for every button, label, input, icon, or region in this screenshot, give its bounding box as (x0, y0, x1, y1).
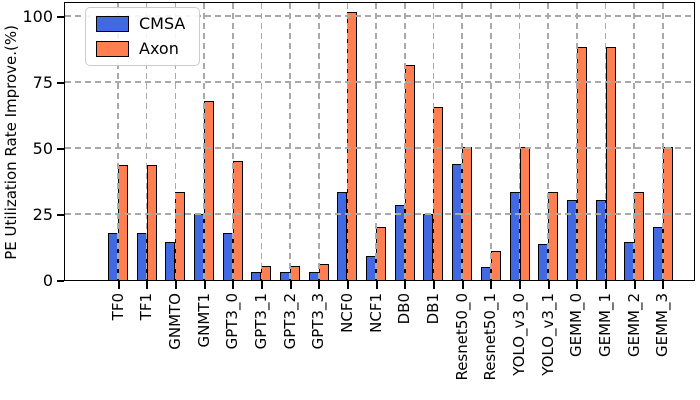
bar-axon-GPT3_0 (232, 161, 243, 280)
x-tick-label: YOLO_v3_0 (510, 292, 529, 376)
h-gridline (65, 213, 694, 215)
v-gridline (203, 3, 205, 280)
v-gridline (375, 3, 377, 280)
bar-axon-GEMM_2 (634, 191, 645, 280)
y-tick-mark (57, 81, 64, 84)
bar-axon-NCF0 (347, 12, 358, 280)
x-tick-label: GPT3_2 (280, 292, 299, 349)
x-tick-label: YOLO_v3_1 (538, 292, 557, 376)
x-tick-label: TF0 (108, 292, 127, 320)
x-tick-label: DB0 (395, 292, 414, 324)
legend-label-axon: Axon (139, 39, 179, 58)
x-tick-mark (232, 280, 235, 289)
x-tick-label: GNMTO (165, 292, 184, 350)
legend-label-cmsa: CMSA (139, 14, 186, 33)
v-gridline (317, 3, 320, 280)
y-tick-label: 75 (32, 72, 53, 92)
v-gridline (576, 3, 578, 280)
bar-axon-GNMT1 (204, 100, 215, 280)
x-tick-label: GEMM_2 (624, 292, 643, 357)
v-gridline (346, 3, 349, 280)
x-tick-mark (576, 280, 579, 289)
bar-axon-GPT3_3 (318, 264, 329, 280)
x-tick-label: NCF1 (366, 292, 385, 333)
x-tick-mark (346, 280, 349, 289)
h-gridline (65, 81, 694, 83)
v-gridline (145, 3, 148, 280)
v-gridline (518, 3, 521, 280)
x-tick-mark (605, 280, 608, 289)
x-tick-label: GEMM_0 (567, 292, 586, 357)
x-tick-label: GPT3_3 (309, 292, 328, 349)
x-tick-mark (404, 280, 407, 289)
y-tick-label: 25 (32, 204, 53, 224)
y-tick-mark (57, 213, 64, 216)
plot-area: CMSA Axon (64, 2, 695, 281)
v-gridline (231, 3, 234, 280)
x-tick-mark (174, 280, 177, 289)
v-gridline (604, 3, 607, 280)
v-gridline (547, 3, 549, 280)
legend-swatch-axon (96, 41, 129, 57)
legend: CMSA Axon (85, 7, 201, 66)
x-tick-mark (547, 280, 550, 289)
v-gridline (461, 3, 463, 280)
bar-axon-YOLO_v3_1 (548, 191, 559, 280)
x-tick-label: GEMM_1 (596, 292, 615, 357)
y-tick-label: 0 (42, 270, 53, 290)
x-tick-label: GPT3_1 (251, 292, 270, 349)
x-tick-mark (260, 280, 263, 289)
x-tick-mark (318, 280, 321, 289)
v-gridline (432, 3, 435, 280)
y-tick-mark (57, 147, 64, 150)
bar-axon-GPT3_2 (290, 265, 301, 280)
v-gridline (260, 3, 263, 280)
x-tick-label: DB1 (423, 292, 442, 324)
x-tick-label: Resnet50_1 (481, 292, 500, 381)
v-gridline (117, 3, 119, 280)
legend-swatch-cmsa (96, 16, 129, 32)
x-tick-mark (432, 280, 435, 289)
x-tick-mark (519, 280, 522, 289)
x-tick-label: TF1 (137, 292, 156, 320)
bar-axon-Resnet50_1 (490, 250, 501, 280)
bar-axon-TF1 (146, 165, 157, 280)
x-tick-mark (461, 280, 464, 289)
h-gridline (65, 147, 694, 149)
v-gridline (404, 3, 406, 280)
legend-item-axon: Axon (96, 40, 185, 58)
x-tick-mark (203, 280, 206, 289)
x-tick-mark (117, 280, 120, 289)
y-tick-label: 100 (22, 6, 53, 26)
x-tick-mark (375, 280, 378, 289)
y-tick-label: 50 (32, 138, 53, 158)
bar-axon-DB1 (433, 107, 444, 280)
x-tick-mark (289, 280, 292, 289)
v-gridline (662, 3, 664, 280)
x-tick-label: GNMT1 (194, 292, 213, 348)
x-tick-mark (633, 280, 636, 289)
x-tick-mark (490, 280, 493, 289)
bar-axon-TF0 (118, 165, 128, 280)
bar-axon-DB0 (404, 65, 415, 280)
v-gridline (633, 3, 636, 280)
bar-axon-NCF1 (376, 227, 387, 280)
v-gridline (289, 3, 291, 280)
x-tick-label: NCF0 (337, 292, 356, 333)
y-tick-mark (57, 15, 64, 18)
y-tick-mark (57, 279, 64, 282)
x-tick-label: Resnet50_0 (452, 292, 471, 381)
h-gridline (65, 15, 694, 17)
bar-axon-GPT3_1 (261, 265, 272, 280)
x-tick-mark (146, 280, 149, 289)
v-gridline (174, 3, 177, 280)
x-tick-mark (662, 280, 665, 289)
legend-item-cmsa: CMSA (96, 15, 185, 33)
v-gridline (490, 3, 492, 280)
x-tick-label: GEMM_3 (653, 292, 672, 357)
x-tick-label: GPT3_0 (223, 292, 242, 349)
bar-axon-GNMTO (175, 191, 186, 280)
